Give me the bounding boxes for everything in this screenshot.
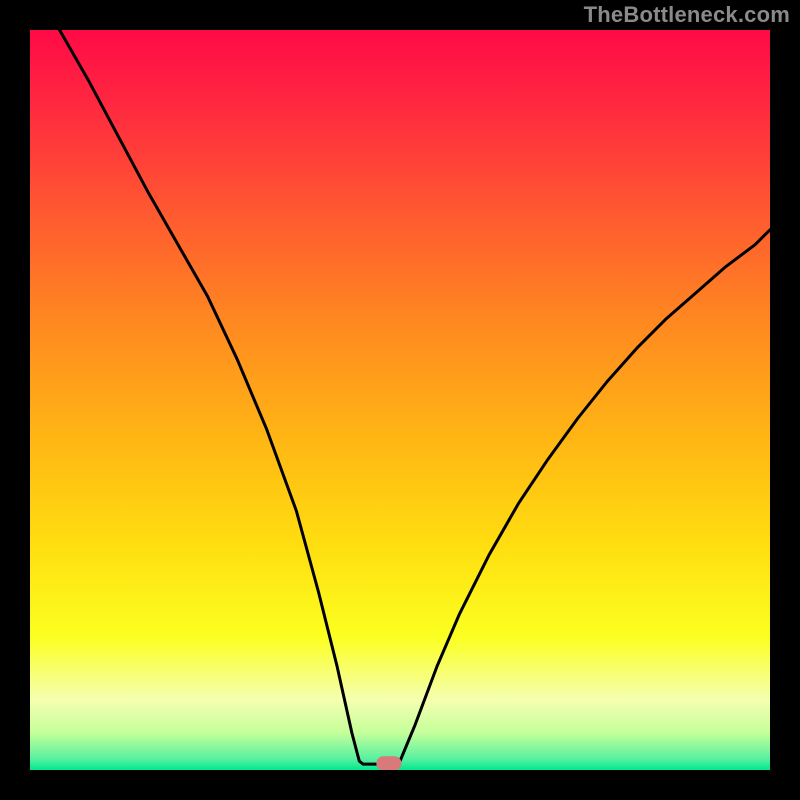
chart-background (30, 30, 770, 770)
optimal-marker (376, 756, 401, 770)
watermark-text: TheBottleneck.com (584, 2, 790, 28)
bottleneck-chart (30, 30, 770, 770)
frame: TheBottleneck.com (0, 0, 800, 800)
